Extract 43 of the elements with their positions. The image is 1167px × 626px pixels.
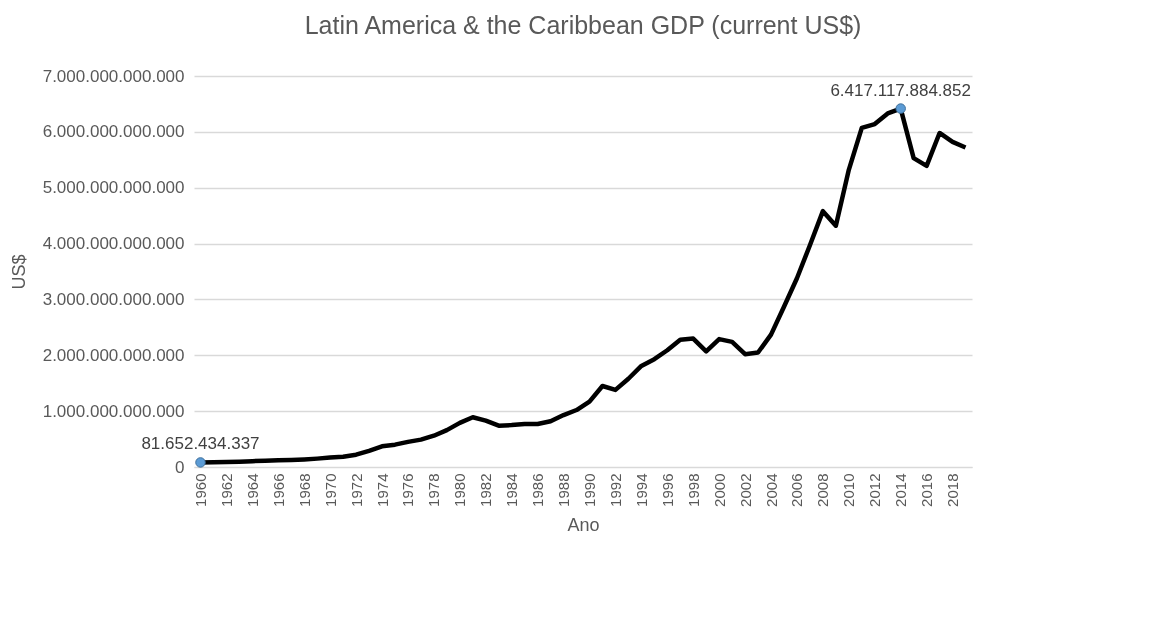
x-tick-label: 1980 xyxy=(451,473,469,507)
x-tick-label: 1994 xyxy=(632,473,650,507)
x-tick-label: 2000 xyxy=(710,473,728,507)
x-tick-label: 1964 xyxy=(243,473,261,507)
x-tick-label: 1990 xyxy=(580,473,598,507)
x-tick-label: 1972 xyxy=(347,473,365,507)
chart-title: Latin America & the Caribbean GDP (current US$) xyxy=(304,11,862,39)
x-tick-label: 2010 xyxy=(840,473,858,507)
x-tick-label: 1986 xyxy=(529,473,547,507)
x-tick-label: 2016 xyxy=(918,473,936,507)
x-axis-title: Ano xyxy=(567,514,600,535)
x-tick-label: 1960 xyxy=(191,473,209,507)
x-tick-label: 1976 xyxy=(399,473,417,507)
x-tick-label: 1962 xyxy=(217,473,235,507)
y-tick-label: 6.000.000.000.000 xyxy=(42,122,185,142)
y-tick-label: 3.000.000.000.000 xyxy=(42,289,185,309)
y-tick-label: 2.000.000.000.000 xyxy=(42,345,185,365)
y-tick-label: 4.000.000.000.000 xyxy=(42,234,185,254)
x-tick-label: 1996 xyxy=(658,473,676,507)
x-tick-label: 1982 xyxy=(477,473,495,507)
x-tick-label: 2018 xyxy=(944,473,962,507)
x-tick-label: 1968 xyxy=(295,473,313,507)
x-tick-label: 2004 xyxy=(762,473,780,507)
x-tick-label: 1966 xyxy=(269,473,287,507)
x-tick-label: 2012 xyxy=(866,473,884,507)
x-tick-label: 1988 xyxy=(555,473,573,507)
x-tick-label: 1974 xyxy=(373,473,391,507)
y-tick-label: 7.000.000.000.000 xyxy=(42,66,185,86)
x-tick-label: 1998 xyxy=(684,473,702,507)
y-axis-title: US$ xyxy=(8,254,29,290)
data-label: 81.652.434.337 xyxy=(141,434,260,454)
x-tick-label: 1992 xyxy=(606,473,624,507)
data-label: 6.417.117.884.852 xyxy=(830,80,971,100)
x-tick-label: 2002 xyxy=(736,473,754,507)
x-tick-label: 2014 xyxy=(892,473,910,507)
y-tick-label: 0 xyxy=(175,457,185,477)
x-tick-label: 1970 xyxy=(321,473,339,507)
x-tick-label: 2008 xyxy=(814,473,832,507)
y-tick-label: 5.000.000.000.000 xyxy=(42,178,185,198)
y-tick-label: 1.000.000.000.000 xyxy=(42,401,185,421)
x-tick-label: 1978 xyxy=(425,473,443,507)
x-tick-label: 2006 xyxy=(788,473,806,507)
x-tick-label: 1984 xyxy=(503,473,521,507)
